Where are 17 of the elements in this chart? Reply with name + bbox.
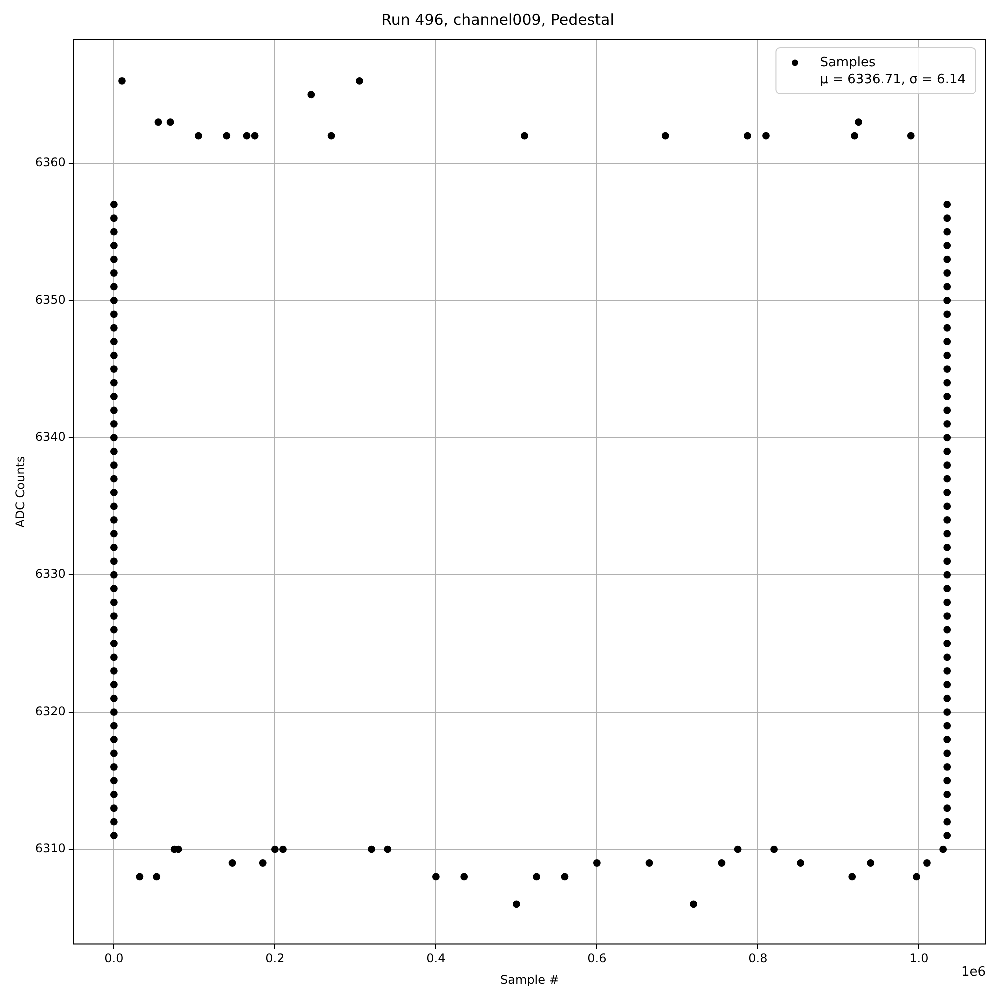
x-tick-label: 0.0 xyxy=(104,952,124,966)
chart-title: Run 496, channel009, Pedestal xyxy=(382,10,614,29)
y-tick-label: 6330 xyxy=(35,567,66,582)
y-tick-label: 6360 xyxy=(35,156,66,170)
x-tick-label: 0.8 xyxy=(748,952,768,966)
y-tick-label: 6310 xyxy=(35,842,66,856)
x-tick-label: 1.0 xyxy=(910,952,929,966)
y-tick-label: 6350 xyxy=(35,292,66,307)
x-tick-label: 0.6 xyxy=(588,952,607,966)
x-tick-label: 0.2 xyxy=(266,952,285,966)
y-tick-label: 6320 xyxy=(35,704,66,718)
x-axis-title: Sample # xyxy=(500,972,560,987)
x-tick-label: 0.4 xyxy=(426,952,446,966)
legend-label: Samples μ = 6336.71, σ = 6.14 xyxy=(820,55,966,88)
y-axis-title: ADC Counts xyxy=(13,456,28,528)
y-tick-label: 6340 xyxy=(35,430,66,444)
text: 1e6 xyxy=(961,965,986,980)
